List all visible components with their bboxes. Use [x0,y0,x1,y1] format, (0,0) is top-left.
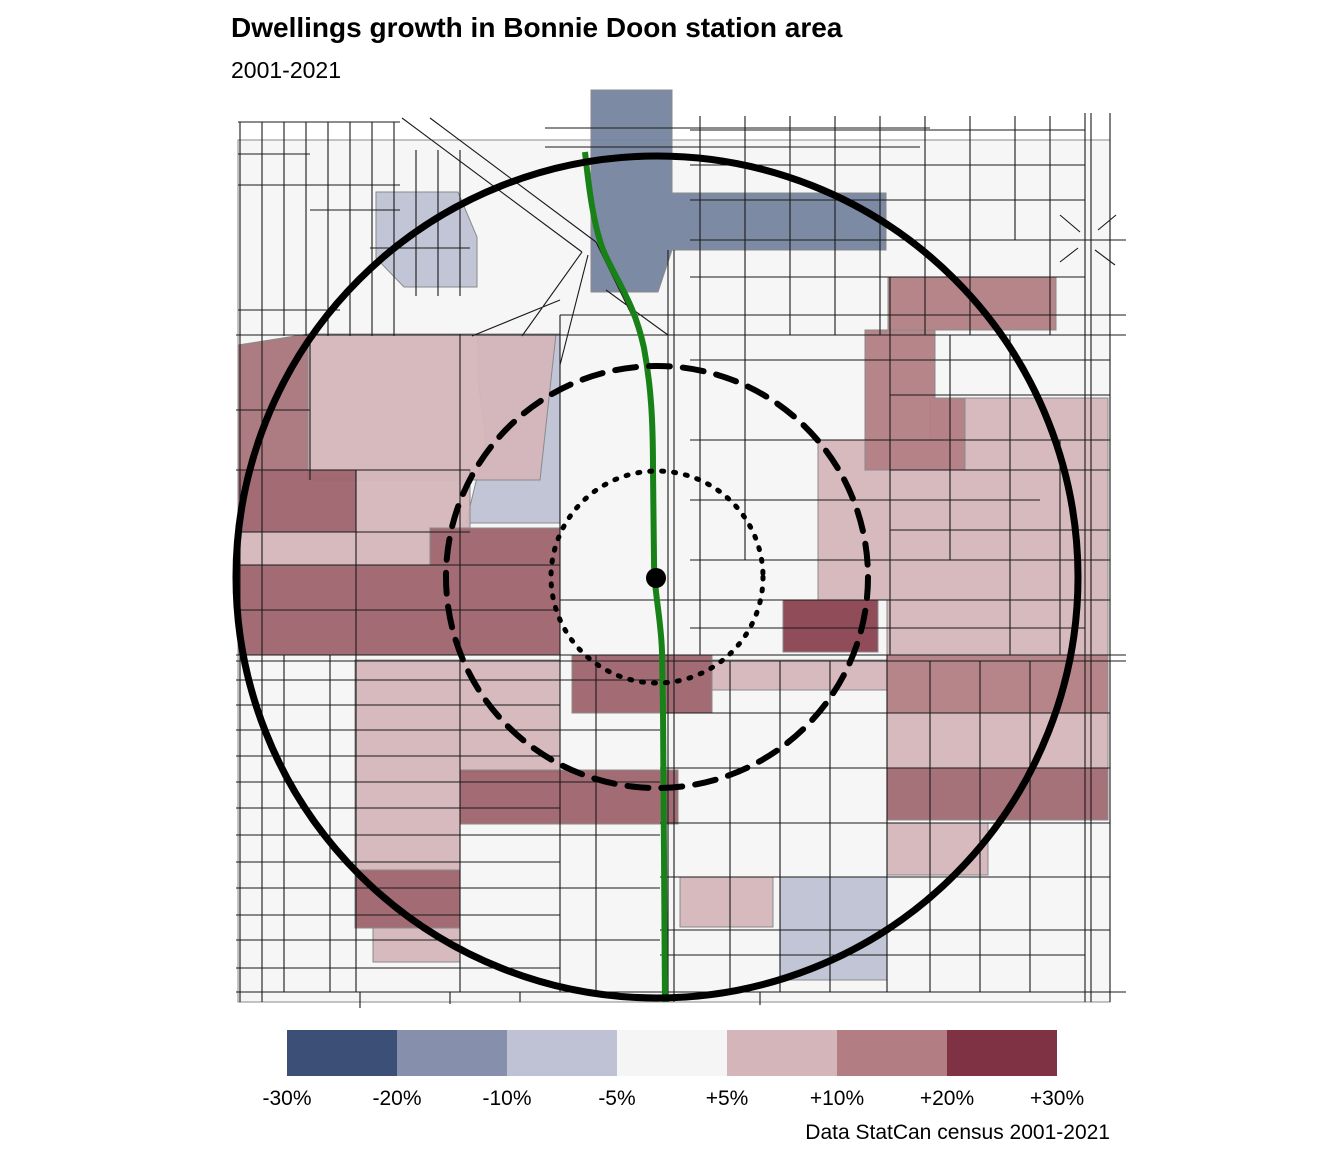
legend-label-6: +20% [919,1087,975,1110]
page-subtitle: 2001-2021 [231,57,341,83]
legend-label-4: +5% [705,1087,749,1110]
legend-swatch-0 [287,1030,397,1076]
legend-label-3: -5% [598,1087,636,1110]
legend-swatch-2 [507,1030,617,1076]
walkshed-ring-inner [548,468,766,686]
census-region-4 [779,876,888,981]
walkshed-ring-middle [443,363,871,791]
census-region-2 [375,191,478,288]
page-title: Dwellings growth in Bonnie Doon station … [231,12,843,43]
transit-line [582,151,668,1003]
legend-swatch-3 [617,1030,727,1076]
census-region-16 [711,659,888,691]
census-region-15 [679,876,774,928]
legend-label-5: +10% [809,1087,865,1110]
legend-swatch-5 [837,1030,947,1076]
legend-label-2: -10% [482,1087,532,1110]
station-marker [646,568,666,588]
census-region-5 [307,333,557,481]
walkshed-ring-outer [232,152,1082,1002]
census-region-18 [237,469,357,533]
census-region-27 [886,767,1109,821]
legend-swatch-4 [727,1030,837,1076]
census-region-26 [886,654,1109,714]
census-region-1 [590,89,887,293]
census-region-13 [886,712,1109,769]
legend-swatch-6 [947,1030,1057,1076]
census-region-7 [237,531,431,566]
legend-label-1: -20% [372,1087,422,1110]
census-region-14 [886,822,989,876]
color-legend [287,1030,1057,1076]
legend-label-0: -30% [262,1087,312,1110]
data-attribution: Data StatCan census 2001-2021 [805,1121,1110,1144]
census-region-24 [887,276,1057,331]
legend-swatch-1 [397,1030,507,1076]
census-region-8 [354,659,461,871]
legend-label-7: +30% [1029,1087,1085,1110]
census-region-23 [459,769,679,825]
